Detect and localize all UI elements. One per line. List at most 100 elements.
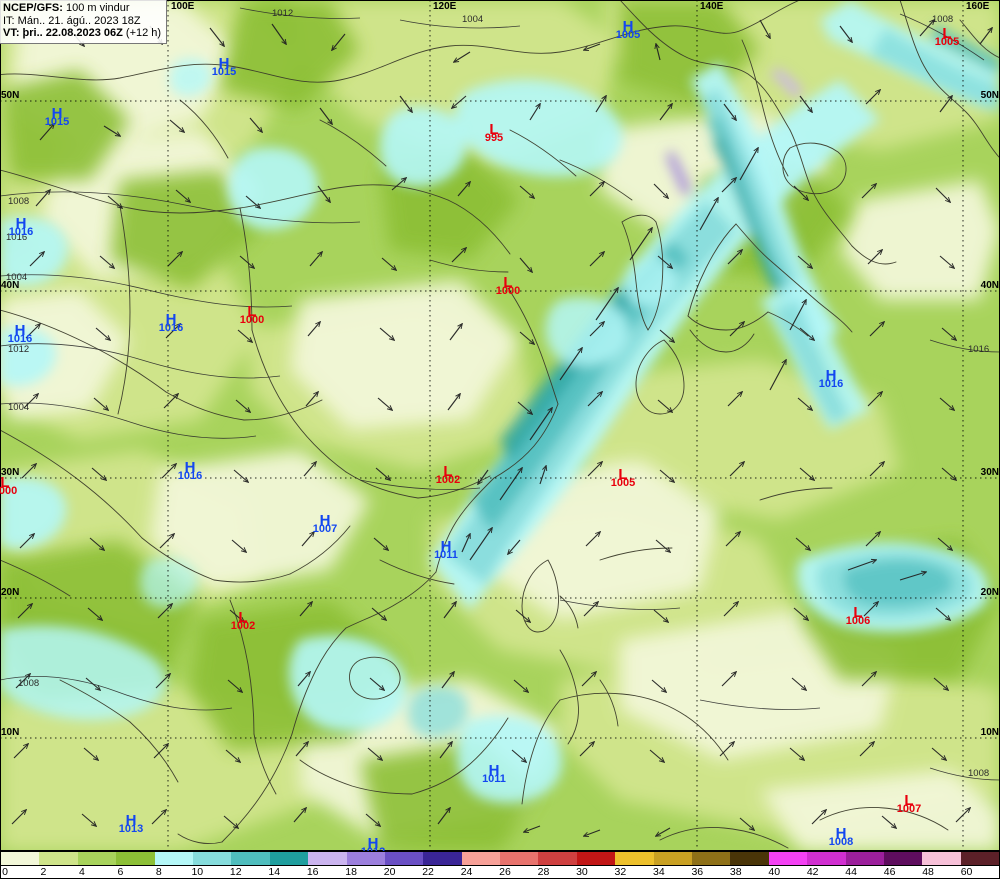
high-pressure-marker: H 1007 (312, 512, 338, 535)
legend-tick: 40 (768, 866, 781, 878)
legend-tick: 8 (155, 866, 162, 878)
pressure-value: 1002 (230, 620, 256, 632)
pressure-value: 1016 (7, 333, 33, 345)
isobar-value-label: 1012 (8, 344, 30, 355)
pressure-value: 1000 (495, 285, 521, 297)
legend-swatch (461, 852, 501, 865)
pressure-value: 1000 (0, 485, 18, 497)
pressure-symbol: H (218, 55, 230, 72)
isobar-value-label: 1008 (18, 678, 40, 689)
legend-tick: 0 (2, 866, 8, 878)
legend-tick: 6 (117, 866, 124, 878)
pressure-symbol: L (942, 25, 952, 42)
legend-swatch (538, 852, 577, 865)
high-pressure-marker: H1012 (361, 835, 385, 851)
isobar-value-label: 1012 (272, 8, 294, 19)
legend-tick: 36 (691, 866, 704, 878)
latitude-label-left: 30N (1, 467, 20, 478)
legend-swatch (845, 852, 884, 865)
legend-swatch (807, 852, 846, 865)
pressure-symbol: H (367, 835, 379, 851)
latitude-label-left: 50N (1, 90, 20, 101)
isobar-value-label: 1016 (968, 344, 990, 355)
legend-swatch (192, 852, 232, 865)
high-pressure-marker: H 1016 (178, 460, 202, 482)
legend-tick: 38 (729, 866, 742, 878)
legend-swatch (576, 852, 616, 865)
valid-time-label: VT: (3, 27, 20, 39)
pressure-symbol: H (440, 538, 452, 555)
pressure-value: 1011 (482, 773, 506, 785)
pressure-symbol: H (14, 322, 26, 339)
legend-tick: 4 (79, 866, 85, 878)
map-info-header: NCEP/GFS: 100 m vindur IT: Mán.. 21. ágú… (0, 0, 168, 44)
pressure-symbol: H (488, 762, 500, 779)
legend-tick: 2 (40, 866, 47, 878)
high-pressure-marker: H 1005 (615, 19, 641, 41)
isobar-value-label: 1004 (6, 272, 28, 283)
legend-swatch (308, 852, 347, 865)
pressure-value: 1006 (845, 615, 871, 627)
wind-speed-legend[interactable]: 0 2 4 6 8 10 12 14 16 18 20 22 24 26 28 30 32 34 36 38 40 42 4… (0, 851, 1000, 879)
pressure-symbol: L (443, 463, 453, 480)
pressure-symbol: H (165, 311, 177, 328)
legend-tick: 12 (229, 866, 242, 878)
legend-swatch (960, 852, 1000, 865)
header-line-valid-time: VT: þri.. 22.08.2023 06Z (+12 h) (3, 27, 161, 40)
isobar-value-label: 1004 (8, 402, 30, 413)
pressure-value: 1000 (239, 314, 265, 326)
low-pressure-marker: L 995 (485, 122, 503, 144)
legend-swatch (269, 852, 309, 865)
valid-time-value: þri.. 22.08.2023 06Z (19, 27, 123, 39)
pressure-value: 1005 (934, 36, 960, 48)
pressure-value: 1008 (828, 836, 854, 848)
legend-tick: 32 (614, 866, 627, 878)
longitude-label: 160E (966, 1, 990, 12)
header-line-init-time: IT: Mán.. 21. ágú.. 2023 18Z (3, 14, 141, 27)
legend-tick: 14 (268, 866, 281, 878)
pressure-symbol: H (15, 215, 27, 232)
high-pressure-marker: H 1011 (482, 762, 506, 785)
isobar-value-label: 1016 (6, 232, 28, 243)
isobar-value-label: 1008 (8, 196, 30, 207)
low-pressure-marker: L 1006 (845, 605, 871, 627)
legend-swatch (922, 852, 961, 865)
isobar-value-label: 1008 (968, 768, 990, 779)
legend-tick: 28 (537, 866, 550, 878)
legend-swatch (730, 852, 769, 865)
pressure-value: 1013 (118, 823, 144, 835)
legend-swatch (423, 852, 462, 865)
legend-swatch (883, 852, 923, 865)
low-pressure-marker: L 1002 (230, 610, 256, 632)
pressure-symbol: H (51, 105, 63, 122)
high-pressure-marker: H 1011 (434, 538, 458, 561)
latitude-label-left: 20N (1, 587, 20, 598)
high-pressure-marker: H 1008 (828, 826, 854, 848)
legend-swatch (346, 852, 385, 865)
legend-swatch (768, 852, 808, 865)
legend-swatch (77, 852, 117, 865)
longitude-label: 100E (171, 1, 195, 12)
pressure-value: 1016 (818, 378, 844, 390)
legend-tick: 60 (960, 866, 973, 878)
pressure-value: 1005 (615, 29, 641, 41)
low-pressure-marker: L 1002 (436, 463, 460, 486)
legend-tick: 42 (806, 866, 819, 878)
pressure-value: 1016 (8, 226, 34, 238)
legend-tick: 48 (922, 866, 934, 878)
header-line-model: NCEP/GFS: 100 m vindur (3, 2, 161, 15)
map-canvas[interactable]: NCEP/GFS: 100 m vindur IT: Mán.. 21. ágú… (0, 0, 1000, 851)
legend-tick: 30 (576, 866, 588, 878)
pressure-symbol: H (319, 512, 331, 529)
pressure-value: 1007 (312, 523, 338, 535)
legend-tick: 18 (345, 866, 357, 878)
legend-tick: 44 (845, 866, 857, 878)
high-pressure-marker: H 1016 (159, 311, 183, 334)
high-pressure-marker: H 1013 (118, 813, 144, 835)
pressure-value: 1015 (44, 116, 70, 128)
pressure-symbol: L (904, 792, 914, 809)
latitude-label-right: 20N (980, 587, 999, 598)
